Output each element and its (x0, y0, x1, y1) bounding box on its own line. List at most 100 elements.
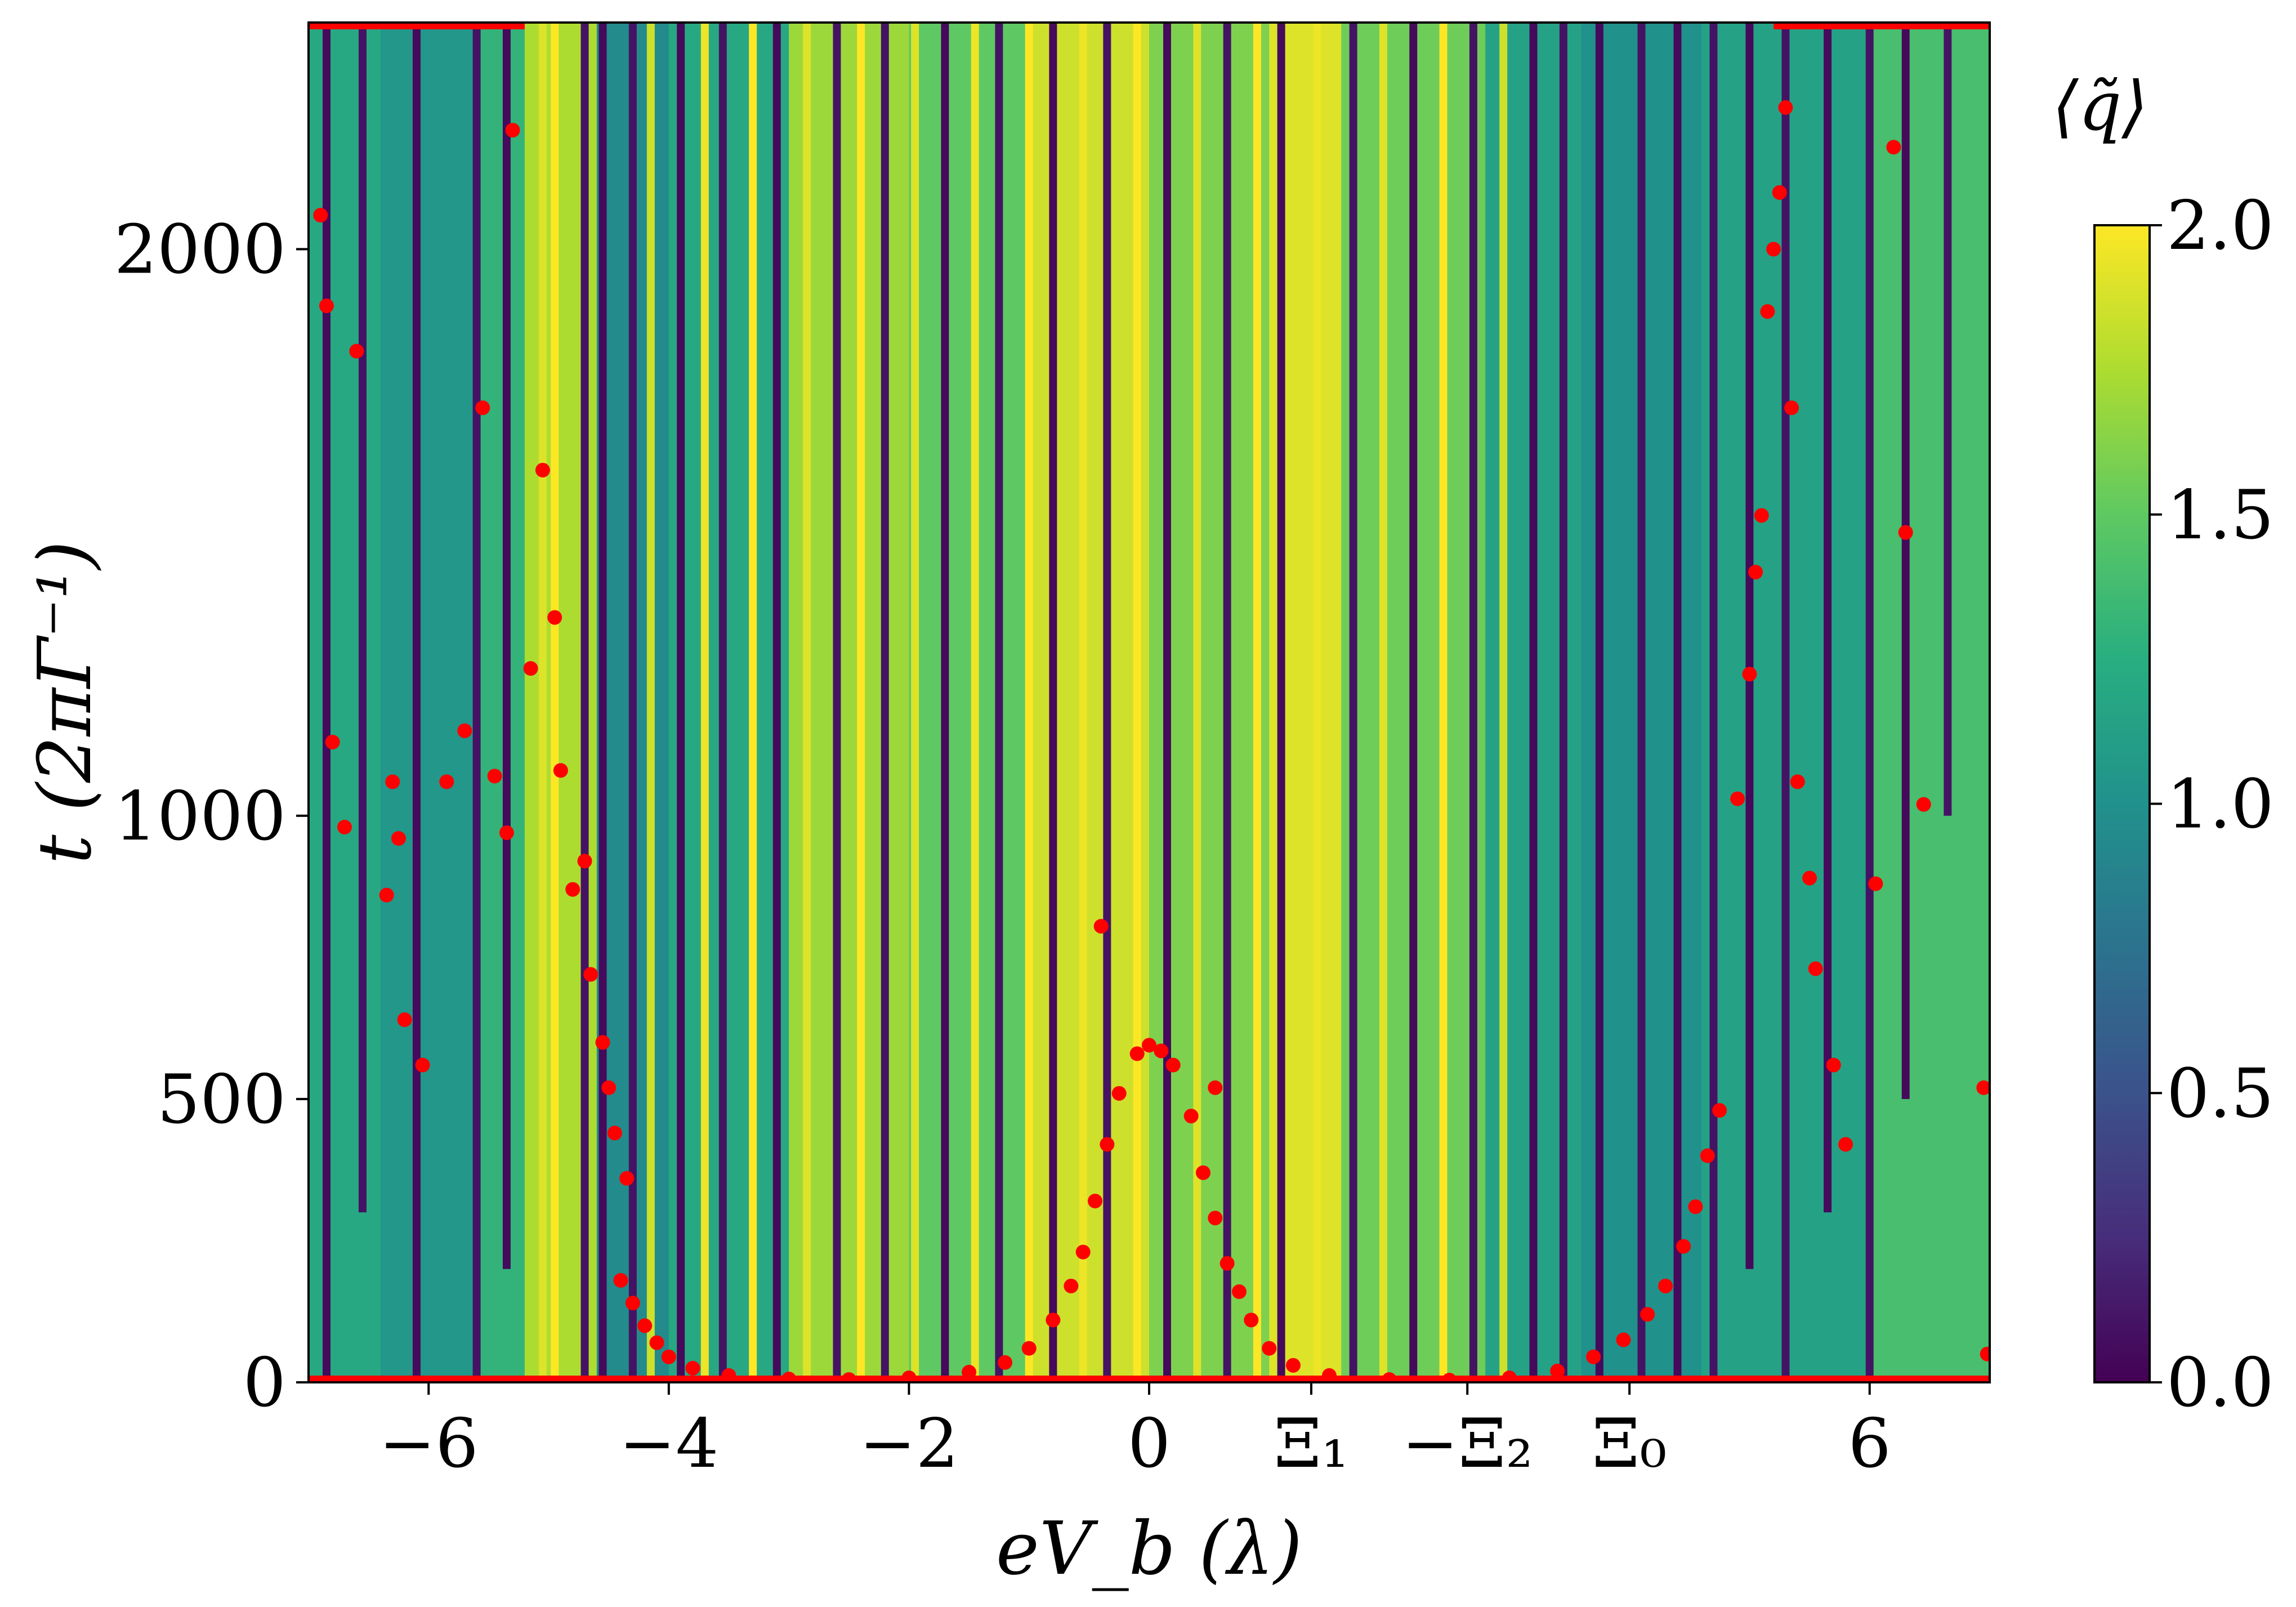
streak-19 (881, 23, 889, 1382)
marker-point-64 (565, 882, 580, 897)
marker-point-61 (535, 462, 550, 477)
streak-6 (551, 23, 559, 1382)
marker-point-36 (1586, 1349, 1601, 1364)
marker-point-39 (1658, 1278, 1673, 1293)
colorbar-gradient (2093, 224, 2151, 1383)
marker-point-1 (625, 1296, 640, 1311)
marker-point-11 (998, 1355, 1013, 1370)
marker-point-66 (583, 967, 598, 982)
streak-37 (1409, 23, 1418, 1382)
streak-42 (1559, 23, 1567, 1382)
marker-point-58 (499, 825, 514, 840)
streak-27 (1103, 23, 1111, 1382)
streak-8 (598, 23, 607, 1382)
streak-14 (749, 23, 757, 1382)
marker-point-18 (1111, 1086, 1127, 1101)
streak-31 (1223, 23, 1231, 1382)
marker-point-43 (1712, 1103, 1727, 1118)
marker-point-60 (523, 661, 538, 676)
top-band-marker-0 (309, 23, 525, 30)
marker-point-71 (1093, 918, 1109, 934)
marker-point-75 (1748, 565, 1763, 580)
background-band-7 (909, 23, 1030, 1382)
marker-point-73 (1730, 791, 1745, 806)
marker-point-10 (962, 1364, 977, 1380)
top-band-marker-1 (1774, 23, 1990, 30)
streak-25 (1049, 23, 1057, 1382)
streak-45 (1673, 23, 1682, 1382)
marker-point-69 (607, 1126, 622, 1141)
marker-point-34 (1502, 1370, 1517, 1382)
marker-point-13 (1046, 1313, 1061, 1328)
marker-point-32 (1382, 1372, 1397, 1382)
streak-30 (1193, 23, 1201, 1382)
background-band-8 (1029, 23, 1150, 1382)
marker-point-57 (487, 769, 502, 784)
marker-point-85 (1826, 1057, 1841, 1073)
marker-point-70 (619, 1171, 635, 1186)
marker-point-35 (1550, 1363, 1565, 1378)
marker-point-4 (661, 1349, 676, 1364)
marker-point-33 (1442, 1372, 1457, 1382)
marker-point-3 (649, 1335, 664, 1350)
marker-point-79 (1772, 185, 1787, 200)
marker-point-51 (391, 831, 406, 846)
streak-51 (1901, 23, 1910, 1099)
y-tick-label-3: 2000 (114, 211, 286, 289)
streak-12 (700, 23, 709, 1382)
marker-point-24 (1195, 1165, 1210, 1180)
streak-23 (995, 23, 1003, 1382)
streak-43 (1595, 23, 1603, 1382)
marker-point-72 (1208, 1080, 1223, 1095)
marker-point-76 (1754, 508, 1769, 523)
background-band-2 (476, 23, 525, 1382)
x-tick-label-4: Ξ₁ (1274, 1405, 1349, 1483)
marker-point-9 (901, 1370, 917, 1382)
marker-point-6 (721, 1368, 736, 1382)
streak-28 (1133, 23, 1141, 1382)
marker-point-44 (313, 208, 328, 223)
streak-48 (1781, 23, 1790, 1382)
marker-point-28 (1244, 1313, 1259, 1328)
marker-point-15 (1075, 1244, 1091, 1260)
x-tick-label-6: Ξ₀ (1592, 1405, 1667, 1483)
streak-47 (1745, 23, 1754, 1269)
streak-4 (502, 23, 511, 1269)
marker-point-0 (613, 1273, 628, 1288)
marker-point-91 (1976, 1080, 1990, 1095)
marker-point-88 (1886, 140, 1901, 155)
streak-2 (412, 23, 421, 1382)
streak-17 (833, 23, 841, 1382)
x-tick-label-0: −6 (379, 1405, 479, 1483)
marker-point-20 (1142, 1038, 1156, 1053)
streak-41 (1529, 23, 1538, 1382)
marker-point-17 (1100, 1137, 1115, 1152)
background-band-5 (668, 23, 790, 1382)
marker-point-7 (781, 1371, 797, 1382)
streak-0 (322, 23, 330, 1382)
x-axis: −6 −4 −2 0 Ξ₁ −Ξ₂ Ξ₀ 6 (379, 1382, 1891, 1483)
streak-5 (538, 23, 547, 1382)
y-tick-label-1: 500 (157, 1061, 286, 1139)
streak-52 (1944, 23, 1952, 816)
marker-point-86 (1838, 1137, 1853, 1152)
marker-point-37 (1616, 1332, 1631, 1347)
marker-point-12 (1021, 1341, 1037, 1356)
colorbar-tick-label-2: 1.0 (2167, 766, 2274, 844)
streak-35 (1349, 23, 1357, 1382)
marker-point-45 (319, 298, 334, 314)
streak-49 (1824, 23, 1832, 1213)
streak-15 (772, 23, 781, 1382)
y-axis: 0 500 1000 2000 (114, 211, 309, 1422)
marker-point-48 (349, 343, 364, 359)
marker-point-40 (1676, 1239, 1691, 1254)
marker-point-92 (1980, 1346, 1990, 1362)
red-markers (309, 23, 1990, 1382)
background-band-15 (1869, 23, 1990, 1382)
marker-point-65 (577, 854, 592, 869)
marker-point-29 (1262, 1341, 1277, 1356)
marker-point-2 (637, 1318, 653, 1333)
marker-point-41 (1688, 1199, 1703, 1215)
colorbar-tick-label-3: 1.5 (2167, 476, 2274, 555)
x-tick-label-7: 6 (1848, 1405, 1891, 1483)
